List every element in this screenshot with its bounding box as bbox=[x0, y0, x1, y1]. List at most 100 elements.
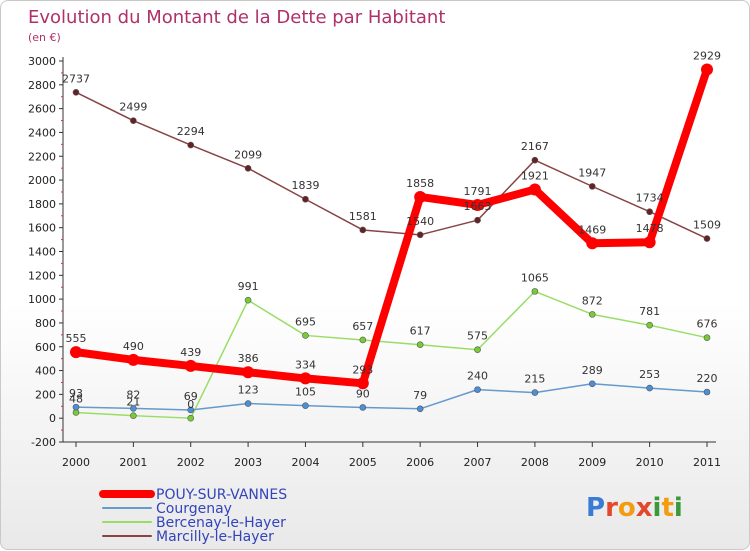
y-tick-label: 200 bbox=[35, 388, 56, 401]
data-point bbox=[359, 336, 367, 344]
x-tick-label: 2003 bbox=[234, 456, 262, 469]
x-tick-label: 2004 bbox=[291, 456, 319, 469]
y-tick-label: 1600 bbox=[28, 222, 56, 235]
legend-label: POUY-SUR-VANNES bbox=[156, 487, 287, 503]
data-point bbox=[703, 235, 711, 242]
data-point bbox=[474, 386, 481, 393]
data-point bbox=[528, 183, 541, 196]
legend-label: Bercenay-le-Hayer bbox=[156, 515, 286, 531]
data-label: 2167 bbox=[521, 140, 549, 153]
data-label: 21 bbox=[126, 396, 140, 409]
data-label: 1734 bbox=[636, 192, 664, 205]
x-tick-label: 2002 bbox=[177, 456, 205, 469]
data-label: 289 bbox=[582, 364, 603, 377]
data-point bbox=[531, 288, 539, 295]
y-tick-label: 1800 bbox=[28, 198, 56, 211]
legend-label: Marcilly-le-Hayer bbox=[156, 529, 274, 545]
data-label: 555 bbox=[66, 332, 87, 345]
data-point bbox=[127, 353, 140, 366]
data-label: 695 bbox=[295, 315, 316, 328]
data-label: 1509 bbox=[693, 219, 721, 232]
logo-letter: P bbox=[586, 493, 605, 523]
y-tick-label: 400 bbox=[35, 365, 56, 378]
data-label: 0 bbox=[187, 398, 194, 411]
data-label: 253 bbox=[639, 368, 660, 381]
y-tick-label: 1400 bbox=[28, 246, 56, 259]
x-tick-label: 2005 bbox=[349, 456, 377, 469]
y-tick-label: -200 bbox=[31, 436, 56, 449]
data-label: 1858 bbox=[406, 177, 434, 190]
logo-letter: o bbox=[618, 493, 636, 523]
chart-subtitle: (en €) bbox=[28, 31, 61, 44]
data-label: 215 bbox=[524, 373, 545, 386]
data-point bbox=[187, 414, 195, 422]
logo-letter: r bbox=[605, 493, 618, 523]
data-label: 781 bbox=[639, 305, 660, 318]
data-label: 48 bbox=[69, 392, 83, 405]
data-label: 105 bbox=[295, 386, 316, 399]
data-label: 240 bbox=[467, 370, 488, 383]
data-label: 1581 bbox=[349, 210, 377, 223]
data-label: 220 bbox=[697, 372, 718, 385]
data-label: 2929 bbox=[693, 49, 721, 62]
data-point bbox=[416, 231, 424, 239]
y-tick-label: 0 bbox=[49, 412, 56, 425]
data-point bbox=[302, 402, 309, 409]
data-label: 991 bbox=[238, 280, 259, 293]
x-tick-label: 2006 bbox=[406, 456, 434, 469]
logo-letter: i bbox=[674, 493, 683, 523]
data-label: 334 bbox=[295, 358, 316, 371]
data-label: 79 bbox=[413, 389, 427, 402]
data-label: 676 bbox=[697, 318, 718, 331]
data-label: 439 bbox=[180, 346, 201, 359]
data-point bbox=[701, 63, 713, 76]
data-label: 1921 bbox=[521, 169, 549, 182]
y-tick-label: 3000 bbox=[28, 55, 56, 68]
logo-letter: i bbox=[653, 493, 662, 523]
data-point bbox=[244, 296, 252, 304]
y-tick-label: 2200 bbox=[28, 150, 56, 163]
data-label: 617 bbox=[410, 325, 431, 338]
data-point bbox=[471, 198, 484, 211]
data-label: 93 bbox=[69, 387, 83, 400]
data-label: 1065 bbox=[521, 271, 549, 284]
x-tick-label: 2009 bbox=[578, 456, 606, 469]
data-point bbox=[302, 332, 309, 339]
series-line bbox=[72, 65, 711, 388]
data-label: 575 bbox=[467, 330, 488, 343]
data-point bbox=[244, 400, 252, 407]
data-label: 1663 bbox=[464, 200, 492, 213]
y-tick-label: 600 bbox=[35, 341, 56, 354]
data-point bbox=[643, 236, 656, 249]
data-point bbox=[244, 164, 252, 172]
data-point bbox=[531, 156, 539, 164]
data-point bbox=[646, 321, 653, 329]
data-label: 2099 bbox=[234, 148, 262, 161]
logo-letter: x bbox=[636, 493, 653, 523]
x-tick-label: 2008 bbox=[521, 456, 549, 469]
axes: -200 0 200 400 600 800 1000 1200 1400 1600 1800 200… bbox=[28, 55, 721, 469]
y-tick-label: 2000 bbox=[28, 174, 56, 187]
data-label: 1947 bbox=[578, 166, 606, 179]
data-point bbox=[474, 216, 481, 224]
chart-title: Evolution du Montant de la Dette par Hab… bbox=[28, 7, 445, 28]
data-label: 1469 bbox=[578, 223, 606, 236]
series-line bbox=[75, 91, 708, 240]
y-tick-label: 1200 bbox=[28, 269, 56, 282]
data-point bbox=[130, 412, 137, 419]
logo-letter: t bbox=[661, 493, 673, 523]
data-label: 1478 bbox=[636, 222, 664, 235]
data-point bbox=[302, 195, 309, 203]
data-label: 1791 bbox=[464, 185, 492, 198]
data-point bbox=[588, 183, 596, 190]
y-tick-label: 2600 bbox=[28, 103, 56, 116]
data-point bbox=[72, 403, 80, 411]
legend-label: Courgenay bbox=[156, 501, 232, 517]
data-label: 2499 bbox=[119, 101, 147, 114]
data-point bbox=[586, 237, 599, 250]
data-point bbox=[416, 341, 424, 349]
data-label: 386 bbox=[238, 352, 259, 365]
data-point bbox=[130, 117, 137, 124]
data-point bbox=[242, 366, 255, 379]
